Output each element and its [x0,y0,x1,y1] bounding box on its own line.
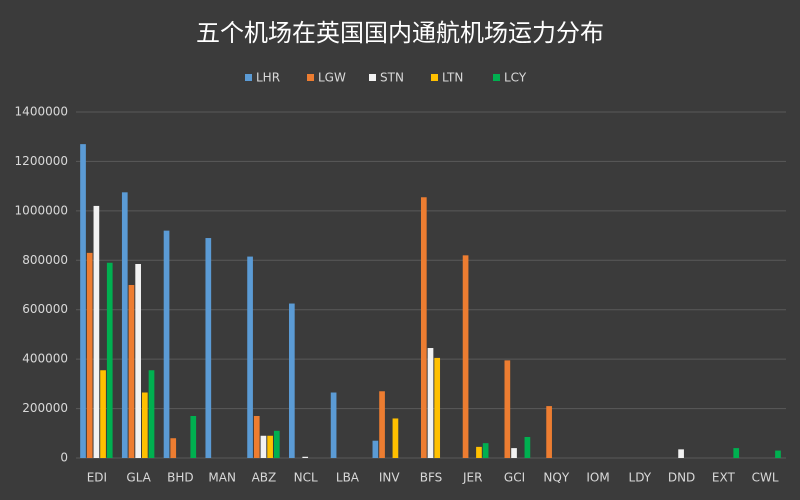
bar [462,255,469,458]
bar [372,440,379,458]
y-tick-label: 600000 [22,302,68,316]
bar [247,256,253,458]
bar [379,391,385,458]
legend-swatch [431,74,438,81]
bar [141,392,148,458]
bar [546,406,552,458]
bar [260,435,267,458]
x-tick-label: EDI [87,471,107,485]
x-tick-label: NCL [294,471,318,485]
bar [135,263,141,458]
bar [205,238,212,458]
bar [86,252,93,458]
bar [434,357,441,458]
bar [121,192,128,459]
legend-swatch [307,74,314,81]
bar [106,262,113,458]
legend-swatch [493,74,500,81]
legend-label: LCY [504,71,527,85]
bar [80,144,86,458]
bar [128,285,135,458]
y-tick-label: 1200000 [15,154,68,168]
bar [273,430,280,458]
x-tick-label: GCI [504,471,525,485]
bar [267,435,273,458]
bar [190,415,197,458]
x-tick-label: LDY [629,471,652,485]
bar [733,448,740,458]
legend-label: STN [380,71,404,85]
y-tick-label: 0 [60,451,68,465]
x-tick-label: ABZ [252,471,277,485]
legend-swatch [369,74,376,81]
bar [170,438,177,458]
bar [253,415,260,458]
x-tick-label: GLA [126,471,151,485]
chart-title: 五个机场在英国国内通航机场运力分布 [196,19,604,47]
bar [427,348,434,458]
bar [302,456,309,458]
y-tick-label: 400000 [22,352,68,366]
x-tick-label: INV [379,471,401,485]
legend-label: LGW [318,71,346,85]
bar [289,303,295,458]
bar [93,205,100,458]
y-tick-label: 200000 [22,401,68,415]
bar [392,418,399,458]
bar [148,370,155,458]
y-tick-label: 800000 [22,253,68,267]
bar [100,370,106,458]
bar [775,450,781,458]
legend-label: LHR [256,71,280,85]
legend-label: LTN [442,71,463,85]
legend-swatch [245,74,252,81]
y-tick-label: 1000000 [15,203,68,217]
x-tick-label: BHD [167,471,194,485]
bar [420,197,427,458]
bar [476,446,482,458]
x-tick-label: CWL [752,471,779,485]
x-tick-label: NQY [543,471,569,485]
x-tick-label: EXT [712,471,736,485]
x-tick-label: DND [668,471,695,485]
bar [504,360,511,458]
x-tick-label: MAN [208,471,236,485]
x-tick-label: LBA [336,471,360,485]
x-tick-label: BFS [420,471,443,485]
bar [511,448,517,458]
x-tick-label: IOM [586,471,609,485]
x-tick-label: JER [462,471,482,485]
y-tick-label: 1400000 [15,105,68,119]
bar [330,392,337,458]
bar [524,436,531,458]
bar [678,449,684,458]
bar [163,230,170,458]
bar [482,443,489,458]
